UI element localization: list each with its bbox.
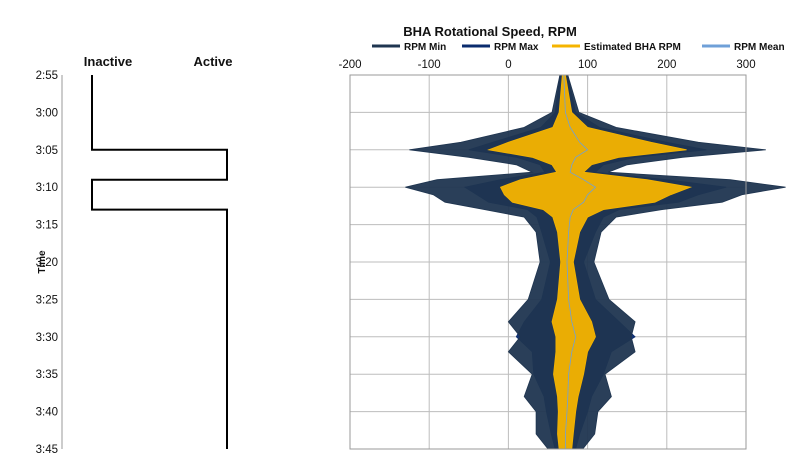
- y-axis-title: Time: [37, 250, 48, 274]
- series-rpm-mean: [563, 74, 597, 449]
- legend-label: Estimated BHA RPM: [584, 42, 681, 53]
- y-tick-label: 3:05: [36, 145, 58, 157]
- x-tick-label: 200: [657, 59, 676, 71]
- rpm-chart: BHA Rotational Speed, RPM RPM Min RPM Max…: [338, 24, 786, 450]
- x-tick-label: -200: [338, 59, 361, 71]
- legend-label: RPM Min: [404, 42, 446, 53]
- y-tick-label: 3:45: [36, 444, 58, 456]
- x-tick-label: 100: [578, 59, 597, 71]
- y-tick-label: 3:15: [36, 220, 58, 232]
- y-tick-label: 3:25: [36, 294, 58, 306]
- y-tick-label: 3:20: [36, 257, 58, 269]
- x-tick-label: 0: [505, 59, 511, 71]
- plot-border: [349, 74, 747, 450]
- x-tick-label: -100: [418, 59, 441, 71]
- y-tick-labels: 2:55 3:00 3:05 3:10 3:15 3:20 3:25 3:30 3:35 3:40…: [36, 70, 58, 456]
- legend-label: RPM Max: [494, 42, 539, 53]
- state-chart: Inactive Active Time 2:55 3:00 3:05 3:10 3:1…: [36, 54, 233, 456]
- x-tick-labels: -200 -100 0 100 200 300: [338, 59, 755, 71]
- legend-label: RPM Mean: [734, 42, 785, 53]
- x-category-active: Active: [193, 54, 232, 69]
- y-tick-label: 3:00: [36, 107, 58, 119]
- x-category-inactive: Inactive: [84, 54, 132, 69]
- x-tick-label: 300: [736, 59, 755, 71]
- state-line: [91, 75, 228, 449]
- y-tick-label: 3:40: [36, 407, 58, 419]
- y-tick-label: 3:30: [36, 332, 58, 344]
- y-tick-label: 2:55: [36, 70, 58, 82]
- chart-title: BHA Rotational Speed, RPM: [403, 24, 577, 39]
- y-tick-label: 3:35: [36, 369, 58, 381]
- legend: RPM Min RPM Max Estimated BHA RPM RPM Mean: [372, 42, 785, 53]
- y-tick-label: 3:10: [36, 182, 58, 194]
